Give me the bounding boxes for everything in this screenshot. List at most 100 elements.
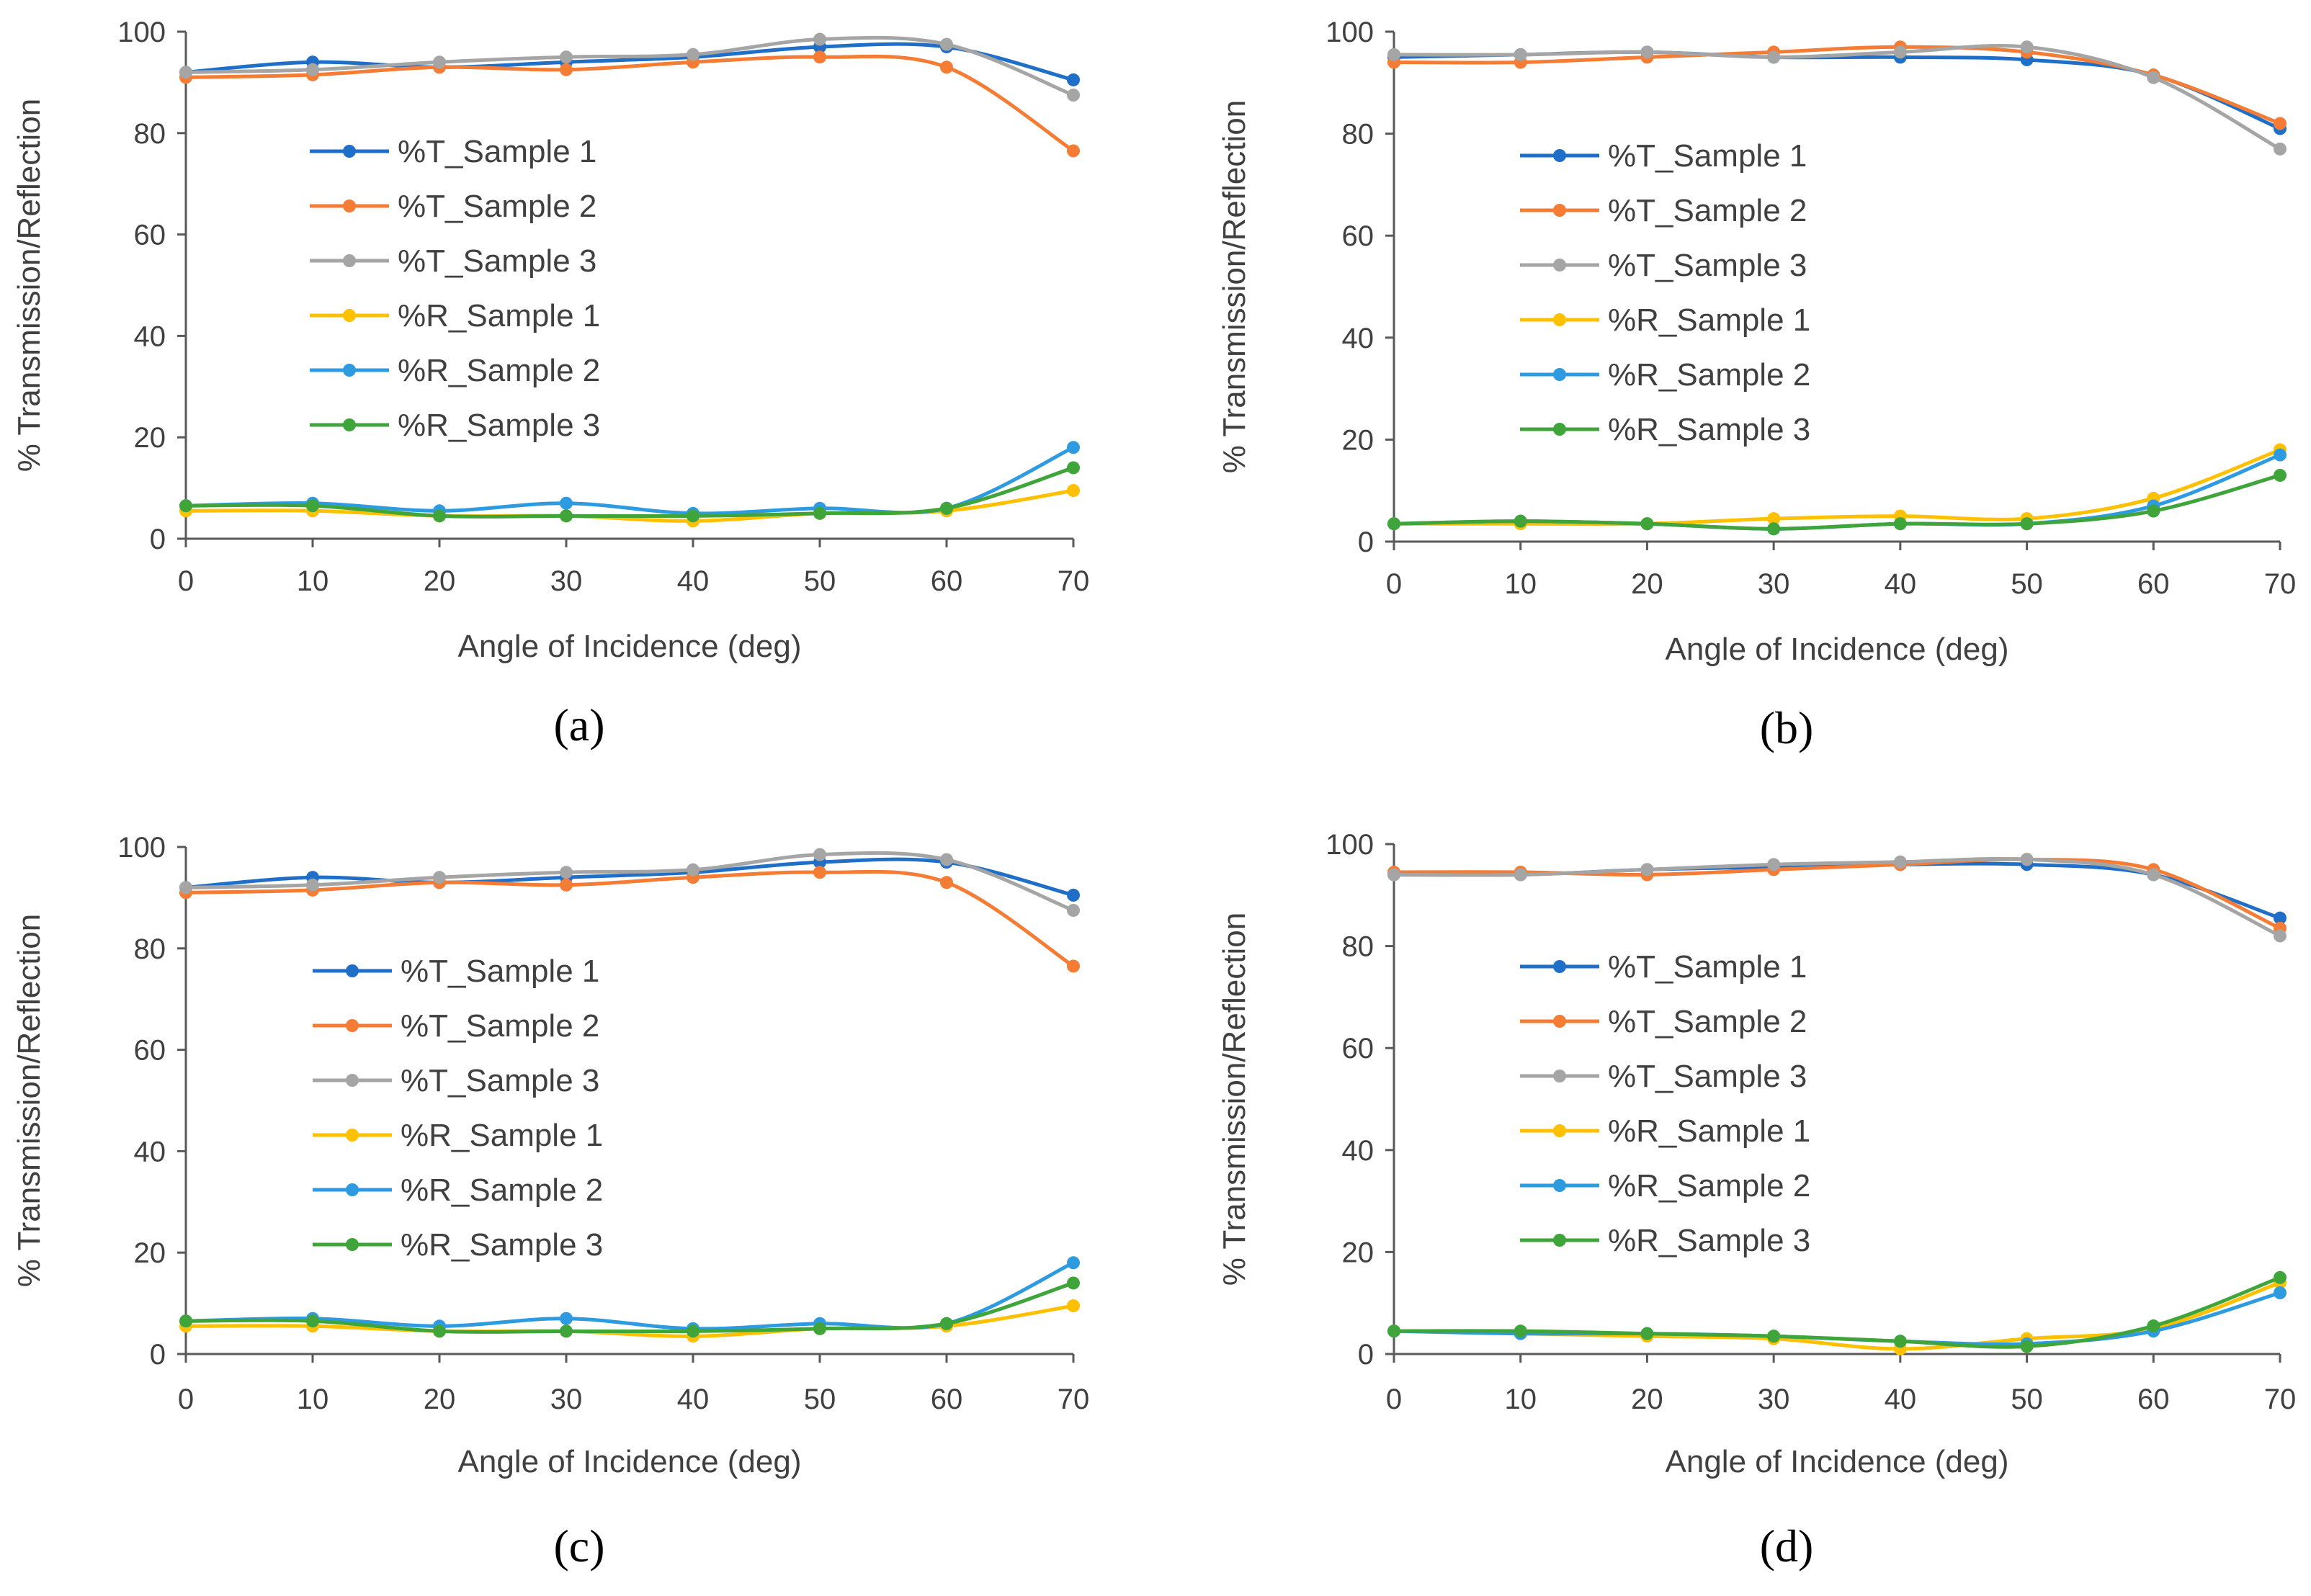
legend-swatch-marker [1553, 1124, 1566, 1137]
data-point [1640, 1327, 1654, 1340]
y-tick-label: 40 [134, 320, 166, 352]
data-point [560, 509, 573, 523]
legend-item: %T_Sample 2 [310, 189, 596, 224]
legend-item: %T_Sample 1 [313, 954, 599, 989]
y-tick-label: 80 [1342, 119, 1374, 151]
data-point [2020, 853, 2034, 866]
legend: %T_Sample 1 %T_Sample 2 %T_Sample 3 %R_Samp… [1520, 138, 1810, 447]
legend-item: %R_Sample 2 [310, 353, 600, 388]
x-tick-label: 10 [1504, 1384, 1537, 1415]
data-point [1514, 514, 1527, 528]
x-tick-label: 0 [1386, 1384, 1402, 1415]
legend-label: %T_Sample 3 [401, 1063, 599, 1098]
legend-label: %R_Sample 2 [1608, 1168, 1810, 1203]
panel-d: 0 20 40 60 80 100 0 10 20 30 40 50 60 70 Angle of Inci… [1217, 829, 2296, 1572]
y-tick-label: 100 [117, 17, 166, 48]
x-tick-label: 70 [2264, 568, 2297, 600]
series-line [1392, 856, 2282, 938]
data-point [940, 876, 953, 889]
data-point [1067, 144, 1080, 158]
data-point [1067, 888, 1080, 902]
data-point [1067, 1276, 1080, 1290]
legend-swatch-marker [343, 309, 356, 322]
data-point [179, 881, 192, 895]
x-axis-label: Angle of Incidence (deg) [458, 629, 802, 664]
data-point [940, 37, 953, 51]
legend-swatch-marker [346, 1129, 359, 1142]
y-tick-label: 80 [1342, 931, 1374, 963]
data-point [2274, 911, 2287, 925]
data-point [813, 32, 826, 46]
data-point [179, 499, 192, 513]
data-point [1514, 1324, 1527, 1338]
data-point [560, 1324, 573, 1338]
legend-item: %T_Sample 2 [1520, 1004, 1807, 1039]
data-point [179, 66, 192, 79]
x-tick-label: 20 [424, 565, 456, 597]
data-point [813, 1322, 826, 1335]
x-tick-label: 70 [1058, 565, 1090, 597]
legend-item: %R_Sample 1 [1520, 1113, 1810, 1149]
data-point [306, 63, 319, 76]
data-point [1893, 1335, 1907, 1348]
series-line [184, 1281, 1076, 1334]
data-point [433, 871, 446, 884]
x-tick-label: 10 [297, 1384, 329, 1415]
y-tick-label: 80 [134, 118, 166, 150]
data-point [940, 60, 953, 74]
legend-item: %T_Sample 3 [1520, 248, 1807, 283]
series-r-sample-2 [1387, 1286, 2287, 1350]
data-point [813, 50, 826, 64]
x-tick-label: 20 [1631, 1384, 1663, 1415]
legend-item: %R_Sample 3 [313, 1227, 603, 1263]
y-tick-label: 60 [134, 220, 166, 251]
x-tick-label: 40 [677, 565, 710, 597]
data-point [560, 866, 573, 879]
x-tick-label: 0 [178, 1384, 194, 1415]
series-line [1392, 1291, 2282, 1347]
data-point [1387, 48, 1400, 61]
data-point [1067, 89, 1080, 102]
data-point [2020, 517, 2034, 531]
data-point [2147, 504, 2160, 518]
legend-label: %T_Sample 1 [398, 134, 596, 169]
legend-label: %T_Sample 1 [401, 954, 599, 989]
x-tick-label: 0 [178, 565, 194, 597]
data-point [1387, 1324, 1400, 1338]
legend-swatch-marker [343, 418, 356, 431]
data-point [1067, 484, 1080, 498]
data-point [2274, 929, 2287, 943]
y-tick-label: 20 [134, 1237, 166, 1269]
x-axis-label: Angle of Incidence (deg) [1666, 1444, 2009, 1479]
series-line [184, 869, 1076, 968]
x-tick-label: 20 [424, 1384, 456, 1415]
legend-label: %T_Sample 1 [1608, 138, 1807, 174]
series-line [184, 54, 1076, 153]
x-tick-label: 50 [804, 1384, 836, 1415]
y-tick-label: 40 [134, 1136, 166, 1167]
series-line [184, 42, 1076, 82]
data-point [2020, 1340, 2034, 1353]
series-line [1392, 857, 2282, 931]
data-point [560, 878, 573, 892]
data-point [1893, 855, 1907, 869]
data-point [940, 853, 953, 866]
legend-item: %T_Sample 3 [310, 243, 596, 279]
legend-label: %R_Sample 2 [401, 1173, 603, 1208]
legend-swatch-marker [346, 1238, 359, 1251]
y-tick-label: 20 [1342, 424, 1374, 456]
legend-item: %T_Sample 1 [1520, 138, 1807, 174]
data-point [940, 501, 953, 515]
panel-label: (c) [553, 1520, 604, 1572]
series-t-sample-3 [1387, 853, 2287, 943]
legend-item: %T_Sample 1 [310, 134, 596, 169]
data-point [1767, 522, 1781, 536]
series-line [1392, 43, 2282, 151]
y-tick-label: 60 [134, 1035, 166, 1067]
x-tick-label: 30 [550, 565, 583, 597]
data-point [2274, 142, 2287, 156]
series-t-sample-3 [1387, 40, 2287, 156]
legend-item: %T_Sample 3 [313, 1063, 599, 1098]
y-tick-label: 0 [1358, 1339, 1374, 1371]
legend-swatch-marker [346, 1019, 359, 1032]
